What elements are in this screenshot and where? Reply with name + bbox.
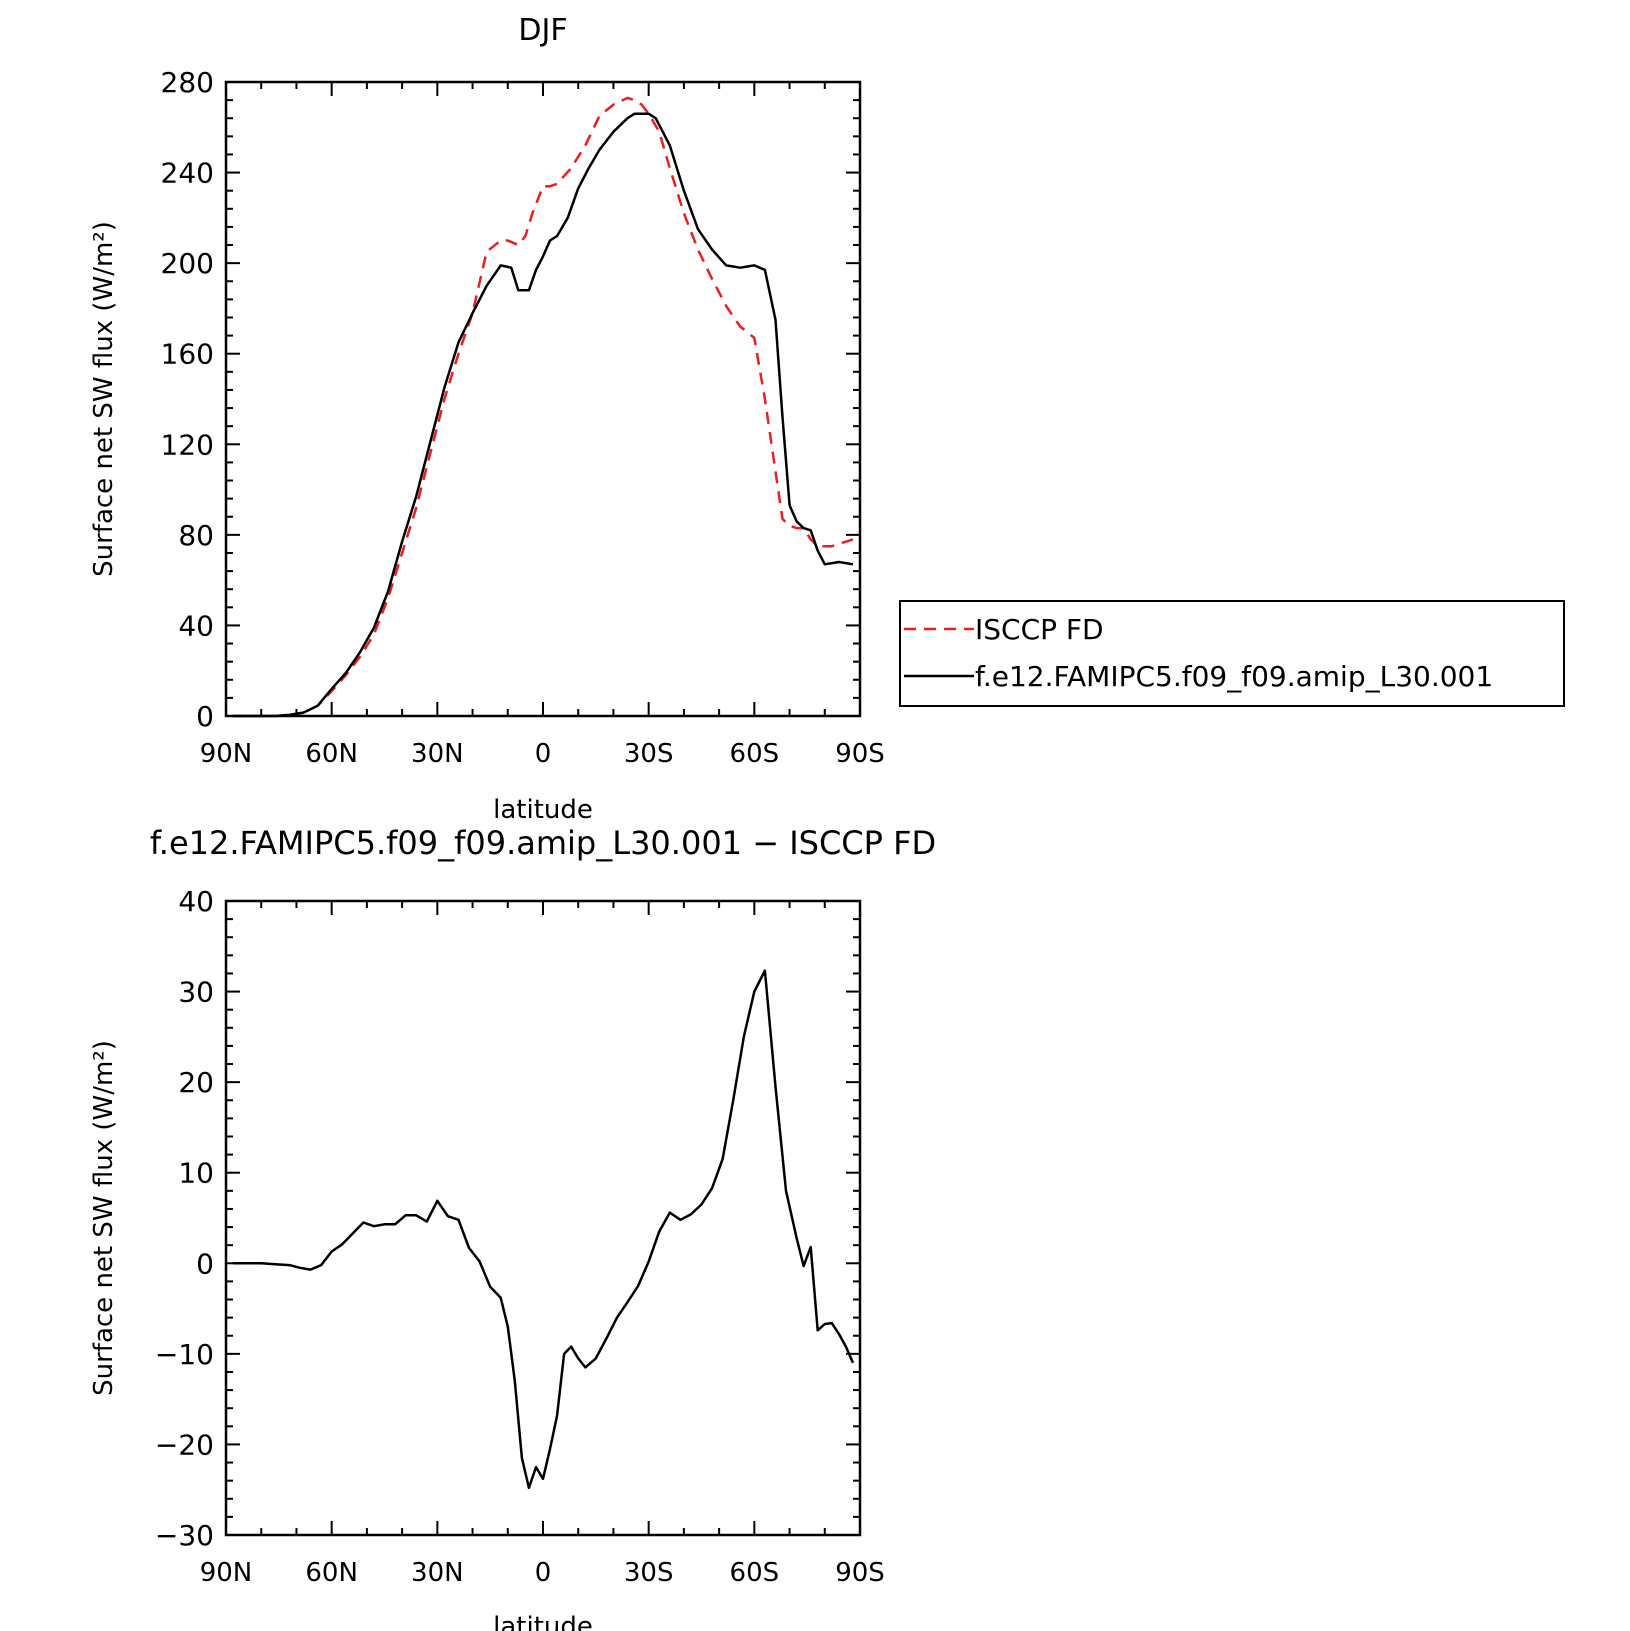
legend-label-isccp-fd: ISCCP FD xyxy=(975,613,1104,646)
top-chart-marks xyxy=(233,96,854,718)
top-y-tick-label: 200 xyxy=(161,247,214,280)
top-x-tick-label: 30N xyxy=(411,739,464,769)
bottom-x-tick-label: 90S xyxy=(835,1558,885,1588)
top-x-tick-label: 0 xyxy=(535,739,552,769)
bottom-plot-frame xyxy=(224,899,862,1537)
top-x-tick-label: 90N xyxy=(200,739,253,769)
top-y-tick-label: 80 xyxy=(178,519,214,552)
bottom-chart-marks xyxy=(233,969,855,1490)
bottom-y-tick-label: −20 xyxy=(155,1428,214,1461)
top-chart-panel: DJF 90N 60N 30N 0 30S 60S 90S 0 40 80 120 160 200 240… xyxy=(89,13,1565,825)
top-x-tick-label: 90S xyxy=(835,739,885,769)
top-y-tick-label: 160 xyxy=(161,338,214,371)
bottom-x-tick-label: 30S xyxy=(624,1558,674,1588)
top-series-line-0 xyxy=(233,96,854,718)
bottom-chart-panel: f.e12.FAMIPC5.f09_f09.amip_L30.001 − ISC… xyxy=(89,824,936,1631)
top-x-axis-label: latitude xyxy=(493,795,593,825)
bottom-y-tick-label: 40 xyxy=(178,885,214,918)
top-series-line-1 xyxy=(233,112,854,718)
bottom-y-tick-label: 30 xyxy=(178,976,214,1009)
bottom-x-tick-label: 90N xyxy=(200,1558,253,1588)
top-y-tick-label: 40 xyxy=(178,609,214,642)
bottom-x-tick-label: 60N xyxy=(305,1558,358,1588)
bottom-y-tick-label: 10 xyxy=(178,1157,214,1190)
bottom-chart-ticks: 90N 60N 30N 0 30S 60S 90S −30 −20 −10 0 10 20 30 40 xyxy=(155,885,885,1588)
top-y-axis-label: Surface net SW flux (W/m²) xyxy=(89,221,119,577)
bottom-x-axis-label: latitude xyxy=(493,1612,593,1631)
bottom-y-tick-label: −30 xyxy=(155,1519,214,1552)
top-y-tick-label: 280 xyxy=(161,66,214,99)
legend: ISCCP FD f.e12.FAMIPC5.f09_f09.amip_L30.… xyxy=(899,600,1565,707)
bottom-y-tick-label: 20 xyxy=(178,1066,214,1099)
bottom-y-tick-label: −10 xyxy=(155,1338,214,1371)
top-x-tick-label: 30S xyxy=(624,739,674,769)
top-chart-title: DJF xyxy=(518,13,567,48)
top-x-tick-label: 60S xyxy=(730,739,780,769)
bottom-chart-title: f.e12.FAMIPC5.f09_f09.amip_L30.001 − ISC… xyxy=(150,824,936,862)
bottom-x-tick-label: 60S xyxy=(730,1558,780,1588)
top-chart-ticks: 90N 60N 30N 0 30S 60S 90S 0 40 80 120 160 200 240 280 xyxy=(161,66,885,769)
legend-box xyxy=(899,600,1565,707)
bottom-x-tick-label: 30N xyxy=(411,1558,464,1588)
top-y-tick-label: 240 xyxy=(161,157,214,190)
top-y-tick-label: 120 xyxy=(161,428,214,461)
bottom-y-axis-label: Surface net SW flux (W/m²) xyxy=(89,1040,119,1396)
bottom-series-line-0 xyxy=(233,969,855,1490)
top-x-tick-label: 60N xyxy=(305,739,358,769)
legend-label-model: f.e12.FAMIPC5.f09_f09.amip_L30.001 xyxy=(975,660,1493,693)
bottom-x-tick-label: 0 xyxy=(535,1558,552,1588)
top-y-tick-label: 0 xyxy=(196,700,214,733)
bottom-y-tick-label: 0 xyxy=(196,1247,214,1280)
